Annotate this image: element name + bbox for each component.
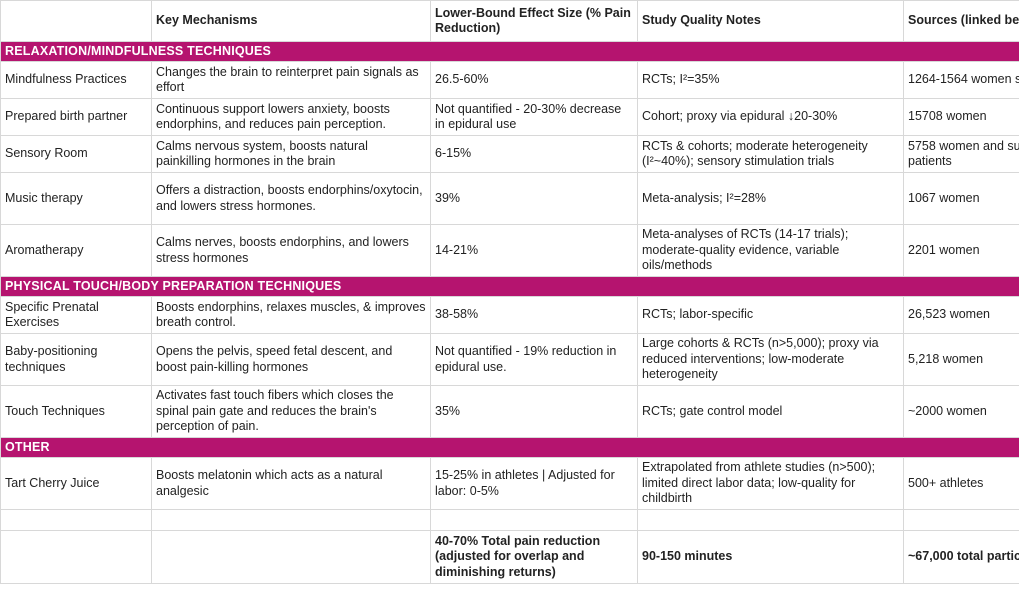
quality-notes-cell: Extrapolated from athlete studies (n>500… xyxy=(637,457,904,510)
mechanism-cell: Offers a distraction, boosts endorphins/… xyxy=(151,172,431,225)
effect-size-cell: 15-25% in athletes | Adjusted for labor:… xyxy=(430,457,638,510)
effect-size-cell: 6-15% xyxy=(430,135,638,173)
mechanism-cell: Activates fast touch fibers which closes… xyxy=(151,385,431,438)
quality-notes-cell: Cohort; proxy via epidural ↓20-30% xyxy=(637,98,904,136)
sources-cell: 500+ athletes xyxy=(903,457,1019,510)
table-row: Tart Cherry Juice Boosts melatonin which… xyxy=(0,457,1019,510)
quality-notes-cell: RCTs; labor-specific xyxy=(637,296,904,334)
technique-cell: Prepared birth partner xyxy=(0,98,152,136)
effect-size-cell: 26.5-60% xyxy=(430,61,638,99)
technique-cell: Specific Prenatal Exercises xyxy=(0,296,152,334)
table-row: Sensory Room Calms nervous system, boost… xyxy=(0,135,1019,173)
section-title: RELAXATION/MINDFULNESS TECHNIQUES xyxy=(0,41,1019,62)
mechanism-cell: Boosts melatonin which acts as a natural… xyxy=(151,457,431,510)
table-row: Prepared birth partner Continuous suppor… xyxy=(0,98,1019,136)
quality-notes-cell: RCTs; I²=35% xyxy=(637,61,904,99)
mechanism-cell: Opens the pelvis, speed fetal descent, a… xyxy=(151,333,431,386)
effect-size-cell: 38-58% xyxy=(430,296,638,334)
header-row: Key Mechanisms Lower-Bound Effect Size (… xyxy=(0,0,1019,42)
technique-cell: Touch Techniques xyxy=(0,385,152,438)
technique-cell: Tart Cherry Juice xyxy=(0,457,152,510)
summary-duration-cell: 90-150 minutes xyxy=(637,530,904,584)
section-header-row: RELAXATION/MINDFULNESS TECHNIQUES xyxy=(0,41,1019,62)
sources-cell: 2201 women xyxy=(903,224,1019,277)
section-header-row: PHYSICAL TOUCH/BODY PREPARATION TECHNIQU… xyxy=(0,276,1019,297)
effect-size-cell: 35% xyxy=(430,385,638,438)
summary-technique-cell xyxy=(0,530,152,584)
sources-cell: 5,218 women xyxy=(903,333,1019,386)
mechanism-cell: Boosts endorphins, relaxes muscles, & im… xyxy=(151,296,431,334)
quality-notes-cell: RCTs & cohorts; moderate heterogeneity (… xyxy=(637,135,904,173)
empty-cell xyxy=(637,509,904,531)
table-row: Music therapy Offers a distraction, boos… xyxy=(0,172,1019,225)
section-title: PHYSICAL TOUCH/BODY PREPARATION TECHNIQU… xyxy=(0,276,1019,297)
summary-mechanism-cell xyxy=(151,530,431,584)
table-row: Aromatherapy Calms nerves, boosts endorp… xyxy=(0,224,1019,277)
quality-notes-cell: RCTs; gate control model xyxy=(637,385,904,438)
table-row: Mindfulness Practices Changes the brain … xyxy=(0,61,1019,99)
sources-cell: 26,523 women xyxy=(903,296,1019,334)
quality-notes-cell: Large cohorts & RCTs (n>5,000); proxy vi… xyxy=(637,333,904,386)
sources-cell: 1067 women xyxy=(903,172,1019,225)
header-cell-mechanisms: Key Mechanisms xyxy=(151,0,431,42)
mechanism-cell: Calms nerves, boosts endorphins, and low… xyxy=(151,224,431,277)
technique-cell: Sensory Room xyxy=(0,135,152,173)
table-row: Touch Techniques Activates fast touch fi… xyxy=(0,385,1019,438)
header-cell-sources: Sources (linked below) xyxy=(903,0,1019,42)
section-title: OTHER xyxy=(0,437,1019,458)
technique-cell: Aromatherapy xyxy=(0,224,152,277)
sources-cell: 15708 women xyxy=(903,98,1019,136)
empty-cell xyxy=(151,509,431,531)
header-cell-quality: Study Quality Notes xyxy=(637,0,904,42)
section-header-row: OTHER xyxy=(0,437,1019,458)
blank-row xyxy=(0,509,1019,531)
technique-cell: Music therapy xyxy=(0,172,152,225)
empty-cell xyxy=(903,509,1019,531)
summary-participants-cell: ~67,000 total participants xyxy=(903,530,1019,584)
mechanism-cell: Continuous support lowers anxiety, boost… xyxy=(151,98,431,136)
effect-size-cell: Not quantified - 19% reduction in epidur… xyxy=(430,333,638,386)
table-row: Baby-positioning techniques Opens the pe… xyxy=(0,333,1019,386)
effect-size-cell: 14-21% xyxy=(430,224,638,277)
sources-cell: 5758 women and surgical patients xyxy=(903,135,1019,173)
header-cell-effect-size: Lower-Bound Effect Size (% Pain Reductio… xyxy=(430,0,638,42)
sources-cell: 1264-1564 women studied xyxy=(903,61,1019,99)
technique-cell: Mindfulness Practices xyxy=(0,61,152,99)
effect-size-cell: 39% xyxy=(430,172,638,225)
empty-cell xyxy=(430,509,638,531)
technique-cell: Baby-positioning techniques xyxy=(0,333,152,386)
quality-notes-cell: Meta-analyses of RCTs (14-17 trials); mo… xyxy=(637,224,904,277)
summary-effect-size-cell: 40-70% Total pain reduction (adjusted fo… xyxy=(430,530,638,584)
quality-notes-cell: Meta-analysis; I²=28% xyxy=(637,172,904,225)
mechanism-cell: Changes the brain to reinterpret pain si… xyxy=(151,61,431,99)
sources-cell: ~2000 women xyxy=(903,385,1019,438)
empty-cell xyxy=(0,509,152,531)
mechanism-cell: Calms nervous system, boosts natural pai… xyxy=(151,135,431,173)
effect-size-cell: Not quantified - 20-30% decrease in epid… xyxy=(430,98,638,136)
summary-row: 40-70% Total pain reduction (adjusted fo… xyxy=(0,530,1019,584)
table-row: Specific Prenatal Exercises Boosts endor… xyxy=(0,296,1019,334)
header-cell-technique xyxy=(0,0,152,42)
